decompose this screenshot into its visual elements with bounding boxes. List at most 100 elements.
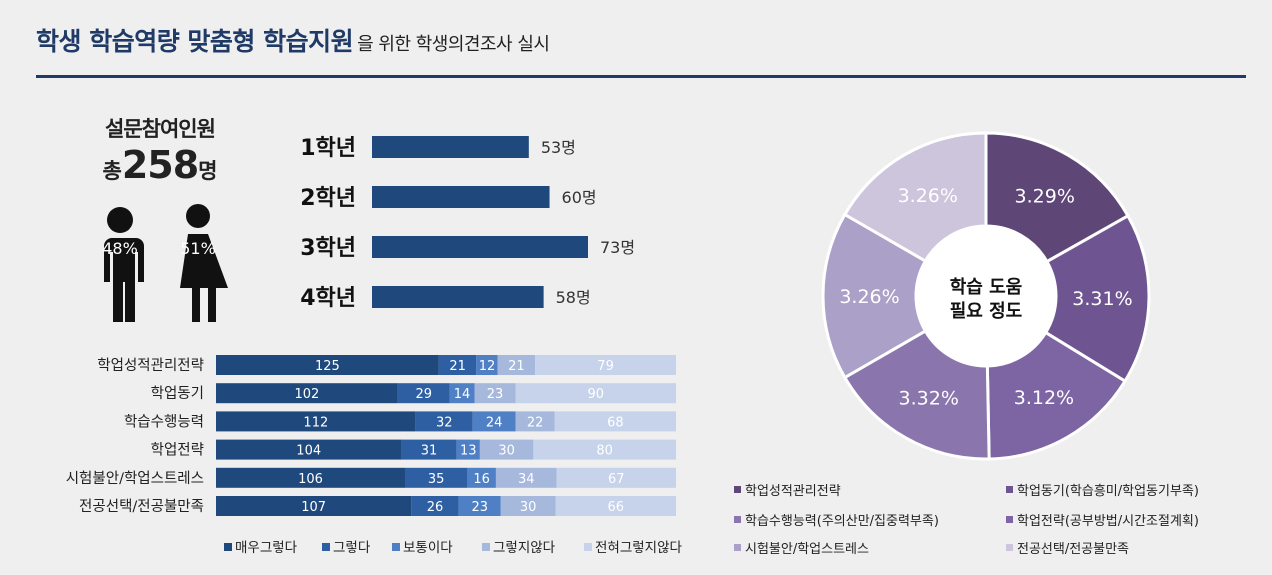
grade-label: 3학년 [300,236,356,261]
stack-legend-label: 보통이다 [403,540,453,556]
stack-segment [458,496,501,516]
stack-segment-label: 68 [607,415,624,430]
stack-segment [476,355,498,375]
stack-segment [438,355,477,375]
stack-segment-label: 104 [296,444,321,459]
stack-segment [456,439,480,460]
donut-slice-label: 3.26% [898,185,958,207]
page-title: 학생 학습역량 맞춤형 학습지원 을 위한 학생의견조사 실시 [36,22,550,58]
donut-legend-label: 학습수행능력(주의산만/집중력부족) [745,513,939,529]
donut-legend-swatch [734,544,741,551]
total-prefix: 총 [102,159,122,183]
title-divider [36,75,1246,78]
stack-segment-label: 102 [295,387,320,402]
stack-segment-label: 31 [421,444,438,459]
stack-segment [401,439,457,460]
stack-legend-label: 그렇다 [333,540,371,556]
stack-legend-swatch [392,543,400,551]
donut-slice-label: 3.12% [1014,387,1074,409]
grade-value-label: 60명 [562,188,597,207]
stack-category-label: 시험불안/학업스트레스 [66,470,204,487]
grade-bar [372,286,544,308]
grade-value-label: 53명 [541,138,576,157]
stack-segment-label: 30 [520,500,537,515]
donut-legend-label: 시험불안/학업스트레스 [745,542,869,557]
stack-category-label: 학업성적관리전략 [97,357,204,374]
donut-legend-swatch [734,516,741,523]
donut-slice-label: 3.31% [1072,288,1132,310]
female-figure-icon [180,204,228,322]
stack-segment [500,496,556,516]
donut-center-label: 학습 도움 [950,276,1023,298]
stack-segment-label: 13 [460,444,477,459]
stack-segment-label: 12 [479,359,496,374]
stack-segment-label: 32 [436,415,453,430]
stack-category-label: 학업전략 [151,442,204,459]
stack-segment [216,496,412,516]
donut-legend-label: 학업동기(학습흥미/학업동기부족) [1017,484,1199,499]
stack-segment [404,467,468,488]
grade-bar-chart: 1학년 53명 2학년 60명 3학년 73명 4학년 58명 [300,136,635,311]
stack-legend-swatch [322,543,330,551]
grade-bar [372,136,529,158]
stack-segment [472,411,516,432]
donut-slice-label: 3.32% [899,387,959,409]
stack-segment-label: 79 [597,359,614,374]
stack-segment-label: 66 [607,500,624,515]
donut-slice-label: 3.29% [1015,185,1075,207]
stack-legend-label: 전혀그렇지않다 [595,540,683,556]
donut-center [916,226,1056,366]
stack-segment-label: 21 [508,359,525,374]
stack-segment-label: 29 [415,387,432,402]
stack-segment-label: 80 [596,444,613,459]
stack-segment [554,411,676,432]
stack-segment-label: 26 [427,500,444,515]
stack-category-label: 학습수행능력 [124,413,204,430]
title-sub: 을 위한 학생의견조사 실시 [357,34,550,55]
stack-segment-label: 24 [486,415,503,430]
stack-segment-label: 21 [449,359,466,374]
stack-segment [497,355,536,375]
grade-label: 4학년 [300,286,356,311]
stack-segment [555,496,676,516]
stack-segment [474,383,516,404]
donut-legend-label: 학업전략(공부방법/시간조절계획) [1017,514,1199,529]
stack-segment-label: 30 [498,444,515,459]
stack-segment-label: 112 [303,415,328,430]
stack-legend-label: 매우그렇다 [235,540,298,556]
stack-segment [495,467,557,488]
stack-segment-label: 106 [298,472,323,487]
donut-legend-swatch [1006,486,1013,493]
stack-segment [216,439,402,460]
total-suffix: 명 [198,159,218,183]
stack-segment [515,383,676,404]
stack-segment [515,411,555,432]
stack-legend-swatch [584,543,592,551]
stacked-bar-chart: 학업성적관리전략 125 21 12 21 79 학업동기 102 29 14 23 90 학습수행능력… [66,355,683,556]
title-main: 학생 학습역량 맞춤형 학습지원 [36,27,354,56]
donut-legend-label: 학업성적관리전략 [745,484,841,499]
stack-segment [216,355,439,375]
male-percent: 48% [102,239,138,258]
stack-legend-swatch [224,543,232,551]
grade-value-label: 73명 [600,238,635,257]
stack-category-label: 학업동기 [151,385,204,402]
stack-segment [415,411,473,432]
grade-bar [372,186,550,208]
donut-legend-swatch [1006,544,1013,551]
participants-label: 설문참여인원 [105,117,216,141]
stack-segment-label: 90 [587,387,604,402]
participants-total: 총258명 [70,143,250,187]
stack-segment [479,439,534,460]
stack-segment [411,496,459,516]
stack-segment [397,383,450,404]
donut-legend-label: 전공선택/전공불만족 [1017,542,1129,557]
total-number: 258 [121,143,199,187]
stack-segment-label: 23 [487,387,504,402]
stack-segment [535,355,676,375]
stack-segment-label: 125 [315,359,340,374]
donut-legend-swatch [1006,516,1013,523]
stack-segment-label: 22 [527,415,544,430]
